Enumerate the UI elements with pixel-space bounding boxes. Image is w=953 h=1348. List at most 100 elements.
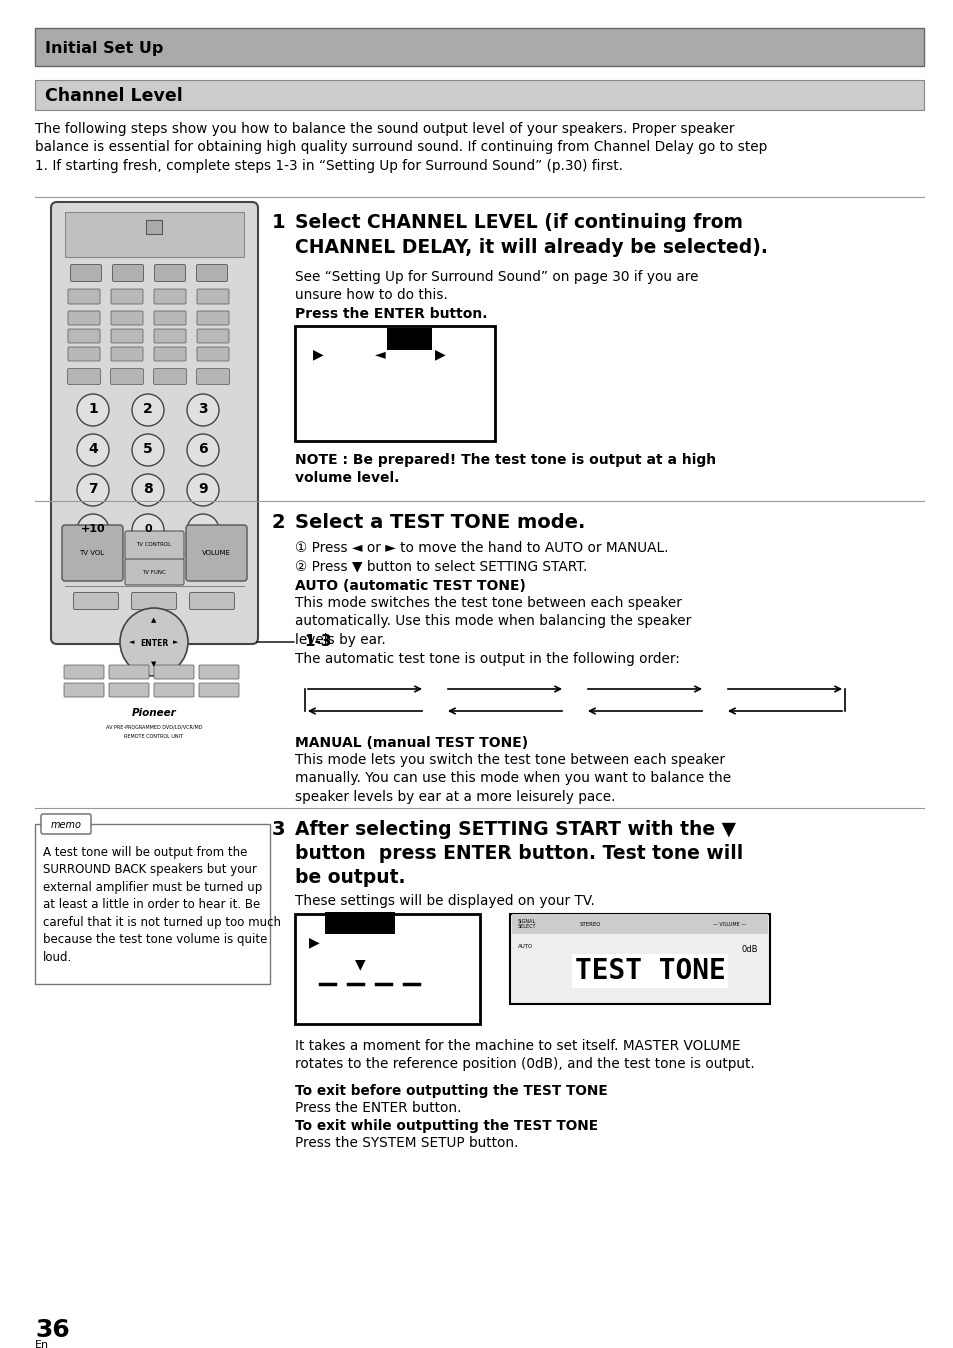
- Bar: [146, 220, 162, 235]
- Text: 1: 1: [88, 402, 98, 417]
- Text: Press the SYSTEM SETUP button.: Press the SYSTEM SETUP button.: [294, 1136, 518, 1150]
- Text: 2: 2: [143, 402, 152, 417]
- Text: TV VOL: TV VOL: [79, 550, 105, 555]
- FancyBboxPatch shape: [153, 683, 193, 697]
- Text: SIGNAL
SELECT: SIGNAL SELECT: [517, 918, 536, 929]
- Text: be output.: be output.: [294, 868, 405, 887]
- Text: To exit before outputting the TEST TONE: To exit before outputting the TEST TONE: [294, 1084, 607, 1099]
- Text: 2: 2: [271, 514, 285, 532]
- FancyBboxPatch shape: [62, 524, 123, 581]
- Text: Press the ENTER button.: Press the ENTER button.: [294, 307, 487, 321]
- FancyBboxPatch shape: [109, 683, 149, 697]
- Text: It takes a moment for the machine to set itself. MASTER VOLUME
rotates to the re: It takes a moment for the machine to set…: [294, 1039, 754, 1072]
- Text: 1-3: 1-3: [304, 635, 331, 650]
- Text: 36: 36: [35, 1318, 70, 1343]
- FancyBboxPatch shape: [196, 329, 229, 342]
- FancyBboxPatch shape: [153, 329, 186, 342]
- FancyBboxPatch shape: [153, 665, 193, 679]
- Text: Select CHANNEL LEVEL (if continuing from: Select CHANNEL LEVEL (if continuing from: [294, 213, 742, 232]
- FancyBboxPatch shape: [64, 683, 104, 697]
- FancyBboxPatch shape: [153, 288, 186, 305]
- Text: 0dB: 0dB: [741, 945, 758, 953]
- FancyBboxPatch shape: [41, 814, 91, 834]
- FancyBboxPatch shape: [153, 368, 186, 384]
- Circle shape: [77, 514, 109, 546]
- FancyBboxPatch shape: [153, 311, 186, 325]
- Circle shape: [187, 394, 219, 426]
- FancyBboxPatch shape: [112, 264, 143, 282]
- FancyBboxPatch shape: [199, 665, 239, 679]
- Text: ▶: ▶: [313, 346, 323, 361]
- Bar: [512, 914, 767, 934]
- Text: 4: 4: [88, 442, 98, 456]
- Text: ▲: ▲: [152, 617, 156, 623]
- Text: 3: 3: [198, 402, 208, 417]
- FancyBboxPatch shape: [125, 531, 184, 559]
- FancyBboxPatch shape: [109, 665, 149, 679]
- Text: This mode lets you switch the test tone between each speaker
manually. You can u: This mode lets you switch the test tone …: [294, 754, 730, 803]
- Text: ▼: ▼: [355, 957, 365, 971]
- Text: 1: 1: [271, 213, 285, 232]
- Text: The automatic test tone is output in the following order:: The automatic test tone is output in the…: [294, 652, 679, 666]
- FancyBboxPatch shape: [186, 524, 247, 581]
- Circle shape: [187, 474, 219, 506]
- FancyBboxPatch shape: [196, 311, 229, 325]
- Text: Initial Set Up: Initial Set Up: [45, 40, 163, 55]
- Text: AUTO: AUTO: [517, 944, 533, 949]
- Text: MANUAL (manual TEST TONE): MANUAL (manual TEST TONE): [294, 736, 528, 749]
- Text: ① Press ◄ or ► to move the hand to AUTO or MANUAL.: ① Press ◄ or ► to move the hand to AUTO …: [294, 541, 668, 555]
- Circle shape: [77, 394, 109, 426]
- Bar: [35, 80, 923, 111]
- Text: 7: 7: [88, 483, 98, 496]
- Bar: [510, 914, 769, 1004]
- Circle shape: [132, 394, 164, 426]
- Bar: [35, 28, 923, 66]
- Circle shape: [132, 514, 164, 546]
- Text: ◄: ◄: [130, 639, 134, 644]
- FancyBboxPatch shape: [68, 288, 100, 305]
- FancyBboxPatch shape: [68, 368, 100, 384]
- Text: This mode switches the test tone between each speaker
automatically. Use this mo: This mode switches the test tone between…: [294, 596, 691, 647]
- FancyBboxPatch shape: [196, 264, 227, 282]
- Text: ◄: ◄: [375, 346, 385, 361]
- FancyBboxPatch shape: [111, 288, 143, 305]
- FancyBboxPatch shape: [196, 346, 229, 361]
- Text: button  press ENTER button. Test tone will: button press ENTER button. Test tone wil…: [294, 844, 742, 863]
- Circle shape: [120, 608, 188, 675]
- Text: After selecting SETTING START with the ▼: After selecting SETTING START with the ▼: [294, 820, 735, 838]
- FancyBboxPatch shape: [154, 264, 185, 282]
- Text: Select a TEST TONE mode.: Select a TEST TONE mode.: [294, 514, 585, 532]
- Text: A test tone will be output from the
SURROUND BACK speakers but your
external amp: A test tone will be output from the SURR…: [43, 847, 281, 964]
- Circle shape: [187, 514, 219, 546]
- Text: En: En: [35, 1340, 49, 1348]
- FancyBboxPatch shape: [51, 202, 257, 644]
- FancyBboxPatch shape: [111, 368, 143, 384]
- FancyBboxPatch shape: [199, 683, 239, 697]
- Text: ENTER: ENTER: [140, 639, 168, 647]
- Bar: [35, 824, 270, 984]
- Circle shape: [77, 434, 109, 466]
- FancyBboxPatch shape: [68, 329, 100, 342]
- FancyBboxPatch shape: [196, 368, 230, 384]
- Bar: [65, 212, 244, 257]
- Text: TV CONTROL: TV CONTROL: [136, 542, 172, 547]
- Text: ② Press ▼ button to select SETTING START.: ② Press ▼ button to select SETTING START…: [294, 559, 587, 573]
- Text: ►: ►: [173, 639, 178, 644]
- Text: These settings will be displayed on your TV.: These settings will be displayed on your…: [294, 894, 595, 909]
- Text: 5: 5: [143, 442, 152, 456]
- Text: ▼: ▼: [152, 661, 156, 667]
- Text: NOTE : Be prepared! The test tone is output at a high
volume level.: NOTE : Be prepared! The test tone is out…: [294, 453, 716, 485]
- FancyBboxPatch shape: [153, 346, 186, 361]
- FancyBboxPatch shape: [196, 288, 229, 305]
- Text: 3: 3: [272, 820, 285, 838]
- Text: 0: 0: [144, 524, 152, 534]
- Text: +10: +10: [81, 524, 105, 534]
- Bar: [387, 328, 432, 350]
- Text: 9: 9: [198, 483, 208, 496]
- Text: TEST TONE: TEST TONE: [574, 957, 724, 985]
- FancyBboxPatch shape: [68, 346, 100, 361]
- Text: REMOTE CONTROL UNIT: REMOTE CONTROL UNIT: [124, 733, 183, 739]
- Circle shape: [132, 474, 164, 506]
- FancyBboxPatch shape: [111, 346, 143, 361]
- Bar: [325, 913, 395, 934]
